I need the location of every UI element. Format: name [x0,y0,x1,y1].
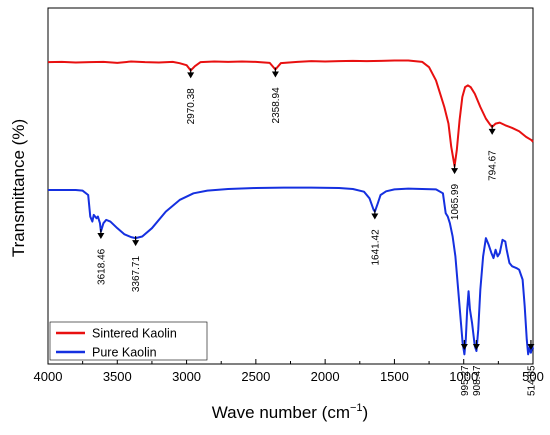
series-layer [47,59,534,356]
peak-label: 908.47 [472,365,483,396]
peak-arrow-head [187,72,195,79]
peak-arrow-head [488,128,496,135]
x-axis-ticks: 4000 3500 3000 2500 2000 1500 1000 500 [34,359,544,384]
x-tick-label: 1500 [380,369,409,384]
x-axis-title-superscript: −1 [350,402,363,414]
peak-label: 1065.99 [450,184,461,221]
series-line-pure-kaolin [48,186,534,356]
x-tick-label: 3000 [172,369,201,384]
peak-label: 2358.94 [271,87,282,124]
x-axis-title: Wave number (cm−1) [212,402,368,422]
y-axis-title: Transmittance (%) [9,119,28,257]
peak-arrow-head [472,344,480,350]
x-tick-label: 1000 [449,369,478,384]
peak-label: 3618.46 [96,248,107,285]
peak-label: 1641.42 [370,229,381,266]
peak-label: 794.67 [488,150,499,181]
legend-label-sintered-kaolin: Sintered Kaolin [92,327,177,341]
x-tick-label: 500 [522,369,544,384]
x-tick-label: 3500 [103,369,132,384]
x-tick-label: 4000 [34,369,63,384]
series-line-sintered-kaolin [47,59,534,168]
peak-arrow-head [271,71,279,78]
peak-annotations: 2970.38 2358.94 1065.99 794.67 3618.46 3367.7… [96,67,537,396]
legend-box [49,321,208,361]
x-axis-title-close: ) [363,403,369,422]
legend-label-pure-kaolin: Pure Kaolin [92,346,157,360]
x-tick-label: 2500 [241,369,270,384]
legend: Sintered Kaolin Pure Kaolin [49,321,208,361]
peak-arrow-head [371,213,379,220]
peak-arrow-head [451,168,459,175]
peak-label: 2970.38 [186,88,197,125]
peak-label: 514.85 [526,365,537,396]
x-tick-label: 2000 [311,369,340,384]
peak-label: 995.27 [460,365,471,396]
peak-arrow-head [97,232,105,239]
peak-arrow-head [132,240,140,247]
peak-arrow-head [527,344,535,350]
peak-label: 3367.71 [131,256,142,293]
peak-arrow-head [460,344,468,350]
